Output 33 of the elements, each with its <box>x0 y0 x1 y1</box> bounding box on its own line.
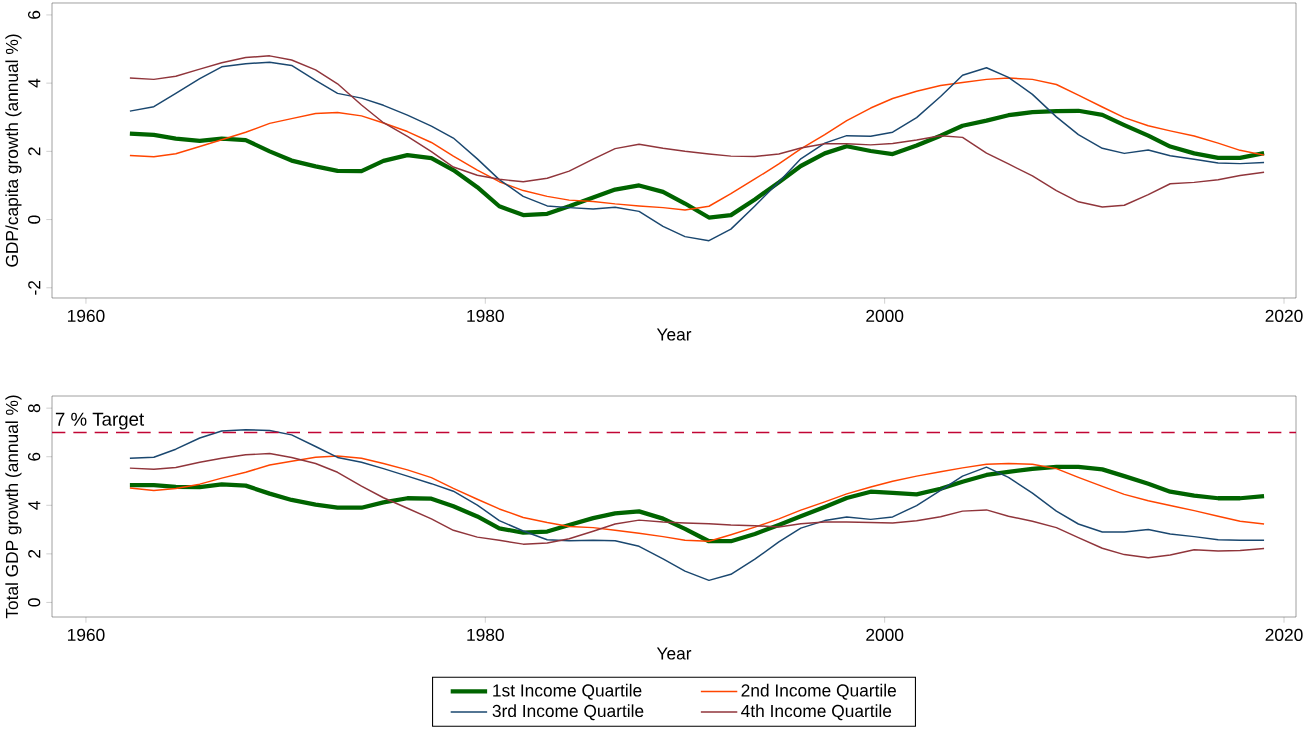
x-tick-label: 1960 <box>67 628 105 641</box>
legend-label: 2nd Income Quartile <box>741 683 896 700</box>
x-tick-label: 2020 <box>1265 309 1303 322</box>
y-tick-label: 8 <box>28 404 41 413</box>
x-tick-label: 2000 <box>866 628 904 641</box>
line-series <box>129 77 1265 211</box>
x-tick-label: 1960 <box>67 309 105 322</box>
x-tick-label: 1980 <box>467 628 504 641</box>
x-tick-label: 1980 <box>467 309 504 322</box>
y-axis-title: Total GDP growth (annual %) <box>5 395 22 619</box>
y-tick-label: 4 <box>28 78 41 88</box>
line-series <box>129 61 1265 242</box>
legend-label: 3rd Income Quartile <box>492 704 644 721</box>
y-axis-title: GDP/capita growth (annual %) <box>5 34 22 267</box>
line-series <box>129 55 1265 208</box>
y-tick-label: 2 <box>28 147 41 156</box>
x-tick-label: 2020 <box>1265 628 1303 641</box>
ref-line-label: 7 % Target <box>55 412 145 430</box>
legend-label: 4th Income Quartile <box>741 704 892 721</box>
y-tick-label: 0 <box>28 598 41 607</box>
line-series <box>129 429 1265 582</box>
x-axis-title: Year <box>656 328 692 341</box>
y-tick-label: 2 <box>28 549 41 558</box>
line-series <box>129 452 1265 559</box>
y-tick-label: -2 <box>28 280 41 295</box>
y-tick-label: 6 <box>28 452 41 461</box>
line-series <box>127 108 1267 220</box>
x-tick-label: 2000 <box>866 309 904 322</box>
legend-label: 1st Income Quartile <box>493 683 642 700</box>
y-tick-label: 6 <box>28 10 41 19</box>
x-axis-title: Year <box>656 647 692 660</box>
y-tick-label: 4 <box>28 500 41 510</box>
y-tick-label: 0 <box>28 215 41 224</box>
